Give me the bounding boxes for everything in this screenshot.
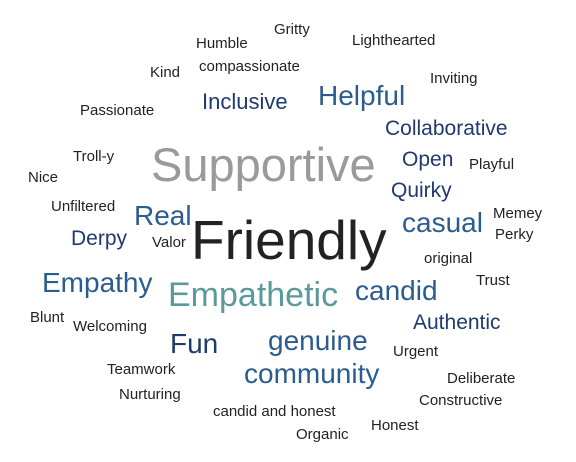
word-blunt: Blunt xyxy=(30,309,65,326)
word-inclusive: Inclusive xyxy=(202,89,288,114)
word-humble: Humble xyxy=(196,35,248,52)
word-compassionate: compassionate xyxy=(199,58,300,75)
word-honest: Honest xyxy=(371,417,419,434)
word-constructive: Constructive xyxy=(419,392,503,409)
word-unfiltered: Unfiltered xyxy=(51,198,116,215)
word-trust: Trust xyxy=(476,272,510,289)
word-quirky: Quirky xyxy=(391,179,452,202)
word-gritty: Gritty xyxy=(274,21,310,38)
word-deliberate: Deliberate xyxy=(447,370,516,387)
word-organic: Organic xyxy=(296,426,349,443)
word-teamwork: Teamwork xyxy=(107,361,176,378)
word-candid: candid xyxy=(355,275,438,306)
word-genuine: genuine xyxy=(268,325,368,356)
word-supportive: Supportive xyxy=(151,138,376,191)
word-valor: Valor xyxy=(152,234,186,251)
word-original: original xyxy=(424,250,473,267)
word-open: Open xyxy=(402,148,454,171)
word-welcoming: Welcoming xyxy=(73,318,147,335)
word-lighthearted: Lighthearted xyxy=(352,32,436,49)
word-collaborative: Collaborative xyxy=(385,117,508,140)
word-fun: Fun xyxy=(170,328,219,359)
word-troll-y: Troll-y xyxy=(73,148,115,165)
word-casual: casual xyxy=(402,207,483,238)
word-authentic: Authentic xyxy=(413,311,501,334)
word-playful: Playful xyxy=(469,156,515,173)
word-kind: Kind xyxy=(150,64,181,81)
word-candid-and-honest: candid and honest xyxy=(213,403,336,420)
word-nurturing: Nurturing xyxy=(119,386,181,403)
word-passionate: Passionate xyxy=(80,102,155,119)
word-inviting: Inviting xyxy=(430,70,478,87)
word-memey: Memey xyxy=(493,205,543,222)
word-nice: Nice xyxy=(28,169,59,186)
word-community: community xyxy=(244,358,380,389)
word-helpful: Helpful xyxy=(318,80,406,111)
word-real: Real xyxy=(134,200,192,231)
word-perky: Perky xyxy=(495,226,534,243)
word-urgent: Urgent xyxy=(393,343,439,360)
word-empathetic: Empathetic xyxy=(168,276,339,314)
word-empathy: Empathy xyxy=(42,267,153,298)
word-derpy: Derpy xyxy=(71,227,128,250)
word-friendly: Friendly xyxy=(191,209,387,271)
